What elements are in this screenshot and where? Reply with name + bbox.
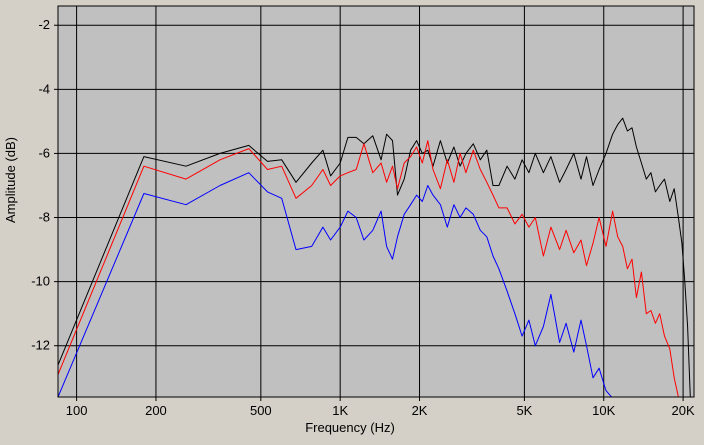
series-line-1	[58, 117, 691, 397]
series-line-2	[58, 140, 679, 397]
y-tick-label: -4	[38, 81, 50, 96]
x-tick-label: 500	[250, 403, 272, 418]
series-layer	[58, 117, 691, 397]
x-tick-label: 2K	[412, 403, 428, 418]
y-tick-label: -10	[31, 274, 50, 289]
x-tick-label: 100	[66, 403, 88, 418]
x-axis-ticks: 100 200 500 1K 2K 5K 10K 20K	[66, 397, 695, 418]
y-tick-label: -2	[38, 17, 50, 32]
series-line-3	[58, 172, 612, 397]
y-axis-ticks: -2 -4 -6 -8 -10 -12	[31, 17, 58, 353]
y-tick-label: -8	[38, 210, 50, 225]
y-axis-label: Amplitude (dB)	[3, 137, 18, 223]
x-tick-label: 10K	[592, 403, 615, 418]
plot-area	[58, 6, 694, 397]
y-tick-label: -12	[31, 338, 50, 353]
plot-border	[57, 5, 695, 398]
grid	[58, 6, 694, 397]
x-tick-label: 200	[145, 403, 167, 418]
x-tick-label: 20K	[672, 403, 695, 418]
x-axis-label: Frequency (Hz)	[305, 420, 395, 435]
x-tick-label: 5K	[516, 403, 532, 418]
x-tick-label: 1K	[332, 403, 348, 418]
y-tick-label: -6	[38, 145, 50, 160]
